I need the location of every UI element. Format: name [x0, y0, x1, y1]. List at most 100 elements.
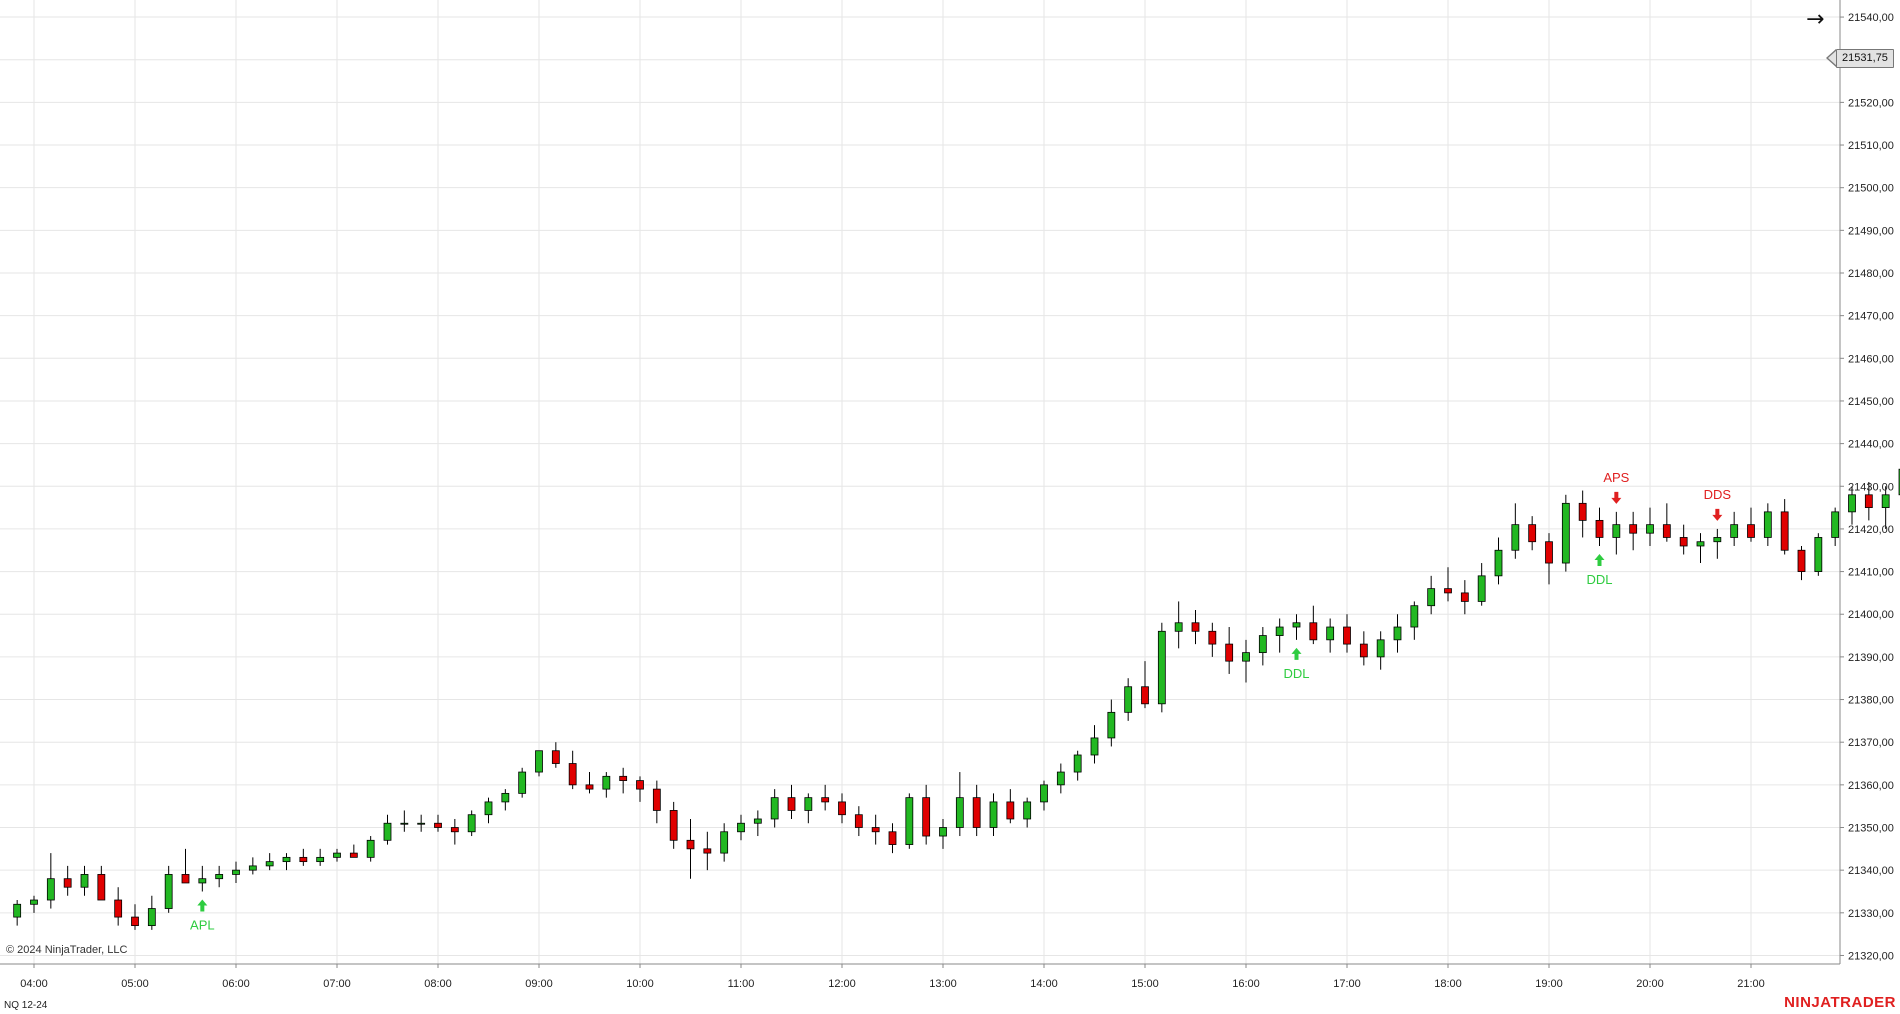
signal-label: DDS	[1704, 487, 1732, 502]
candle-body	[349, 852, 358, 858]
candle-body	[922, 797, 931, 837]
candle-body	[838, 801, 846, 816]
candle-body	[417, 822, 426, 825]
x-tick-label: 17:00	[1333, 978, 1361, 990]
candle-body	[1831, 511, 1840, 538]
candle-body	[871, 827, 880, 833]
candle-body	[450, 827, 459, 833]
y-tick-label: 21490,00	[1848, 225, 1894, 237]
candle-body	[501, 792, 510, 803]
candle-body	[1174, 622, 1183, 632]
candle-body	[1056, 771, 1065, 786]
x-tick-label: 06:00	[222, 978, 250, 990]
long-signal-arrow-icon	[1291, 647, 1302, 660]
candle-body	[316, 856, 325, 863]
signal-label: APS	[1603, 470, 1629, 485]
candle-body	[1292, 622, 1301, 628]
scroll-to-latest-arrow-icon[interactable]: →	[1806, 7, 1825, 32]
candle-body	[1578, 502, 1587, 521]
candle-body	[619, 775, 628, 781]
y-tick-label: 21410,00	[1848, 567, 1894, 579]
x-tick-label: 21:00	[1737, 978, 1765, 990]
candle-body	[1477, 575, 1486, 602]
candle-body	[366, 839, 375, 858]
y-tick-label: 21420,00	[1848, 524, 1894, 536]
candle-body	[1309, 622, 1318, 641]
x-tick-label: 07:00	[323, 978, 351, 990]
candle-body	[1662, 524, 1671, 538]
candle-body	[232, 869, 240, 875]
y-tick-label: 21520,00	[1848, 97, 1894, 109]
y-tick-label: 21330,00	[1848, 908, 1894, 920]
y-tick-label: 21500,00	[1848, 183, 1894, 195]
candle-body	[1107, 711, 1116, 739]
candle-body	[1864, 494, 1873, 508]
short-signal-arrow-icon	[1712, 508, 1723, 521]
copyright-text: © 2024 NinjaTrader, LLC	[6, 944, 128, 956]
y-tick-label: 21400,00	[1848, 609, 1894, 621]
candle-body	[939, 827, 947, 837]
candle-body	[1073, 754, 1082, 773]
candle-body	[265, 861, 274, 867]
candle-body	[888, 831, 897, 845]
y-tick-label: 21430,00	[1848, 481, 1894, 493]
candle-body	[1848, 494, 1856, 513]
candle-body	[770, 797, 779, 820]
candle-body	[198, 878, 207, 884]
candle-body	[1780, 511, 1789, 551]
y-tick-label: 21390,00	[1848, 652, 1894, 664]
candle-body	[551, 750, 560, 764]
candle-body	[46, 878, 55, 901]
candle-body	[1023, 801, 1032, 820]
candle-body	[669, 810, 678, 841]
candle-body	[1814, 537, 1823, 572]
candle-body	[686, 839, 695, 850]
y-tick-label: 21440,00	[1848, 439, 1894, 451]
y-tick-label: 21370,00	[1848, 737, 1894, 749]
candle-body	[147, 908, 156, 927]
candle-body	[602, 775, 611, 790]
candle-body	[1006, 801, 1015, 820]
long-signal-arrow-icon	[197, 899, 208, 912]
candle-body	[1730, 524, 1739, 538]
candle-body	[215, 874, 224, 880]
candle-body	[333, 852, 341, 858]
y-tick-label: 21480,00	[1848, 268, 1894, 280]
candle-body	[737, 822, 745, 833]
x-tick-label: 14:00	[1030, 978, 1058, 990]
candle-body	[1763, 511, 1772, 538]
candle-body	[1157, 630, 1166, 705]
candle-body	[1595, 519, 1604, 538]
candle-body	[804, 797, 813, 811]
x-tick-label: 09:00	[525, 978, 553, 990]
y-tick-label: 21350,00	[1848, 823, 1894, 835]
candle-body	[1646, 524, 1654, 534]
candle-body	[821, 797, 830, 803]
candle-body	[568, 763, 577, 786]
x-tick-label: 16:00	[1232, 978, 1260, 990]
candle-body	[1393, 626, 1402, 641]
y-tick-label: 21320,00	[1848, 950, 1894, 962]
candle-body	[1225, 643, 1234, 662]
candle-body	[63, 878, 72, 888]
candle-body	[97, 874, 106, 901]
candle-body	[383, 822, 392, 841]
candle-body	[1090, 737, 1099, 756]
candle-body	[1444, 588, 1452, 594]
candlesticks	[13, 468, 1900, 930]
y-tick-label: 21380,00	[1848, 695, 1894, 707]
candle-body	[1326, 626, 1335, 641]
candle-body	[1881, 494, 1890, 508]
candle-body	[282, 856, 291, 863]
candle-body	[1511, 524, 1520, 551]
x-tick-label: 19:00	[1535, 978, 1563, 990]
candle-body	[1713, 537, 1722, 543]
candle-body	[1427, 588, 1436, 607]
signal-markers: APLDDLDDLAPSDDSAPSDDS	[190, 470, 1732, 933]
candle-body	[1258, 635, 1267, 654]
x-tick-label: 11:00	[728, 978, 755, 990]
candle-body	[518, 771, 527, 794]
candle-body	[1124, 686, 1133, 713]
candle-body	[989, 801, 998, 828]
